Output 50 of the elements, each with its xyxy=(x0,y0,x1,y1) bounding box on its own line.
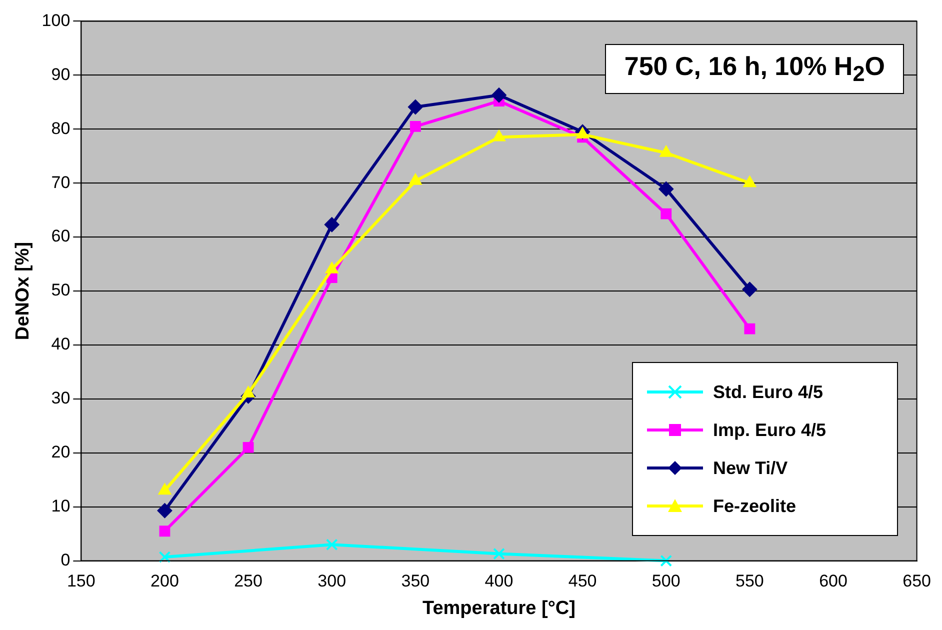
annotation: 750 C, 16 h, 10% H$_{2}$O xyxy=(605,44,904,94)
legend-label: Std. Euro 4/5 xyxy=(713,382,824,402)
x-tick-label: 550 xyxy=(736,572,764,591)
legend-label: Fe-zeolite xyxy=(713,496,796,516)
y-tick-label: 60 xyxy=(51,226,70,246)
point xyxy=(660,208,672,220)
point xyxy=(744,323,756,334)
y-tick-label: 20 xyxy=(51,442,70,462)
legend-label: New Ti/V xyxy=(713,458,788,478)
point xyxy=(742,282,758,297)
y-tick-label: 30 xyxy=(51,388,70,408)
point xyxy=(660,145,673,157)
x-tick-label: 400 xyxy=(484,572,514,591)
x-tick-label: 250 xyxy=(234,572,262,591)
y-tick-label: 80 xyxy=(51,118,70,138)
point xyxy=(242,386,255,398)
point xyxy=(576,127,590,139)
y-tick-label: 50 xyxy=(51,280,70,300)
x-tick-label: 500 xyxy=(652,572,680,591)
point xyxy=(326,538,338,551)
point xyxy=(159,526,170,537)
y-axis-title: DeNOx [%] xyxy=(12,242,34,340)
point xyxy=(242,442,254,453)
y-tick-label: 70 xyxy=(51,172,70,192)
x-tick-label: 350 xyxy=(401,572,430,591)
legend-label: Imp. Euro 4/5 xyxy=(713,420,826,440)
point xyxy=(491,88,506,103)
point xyxy=(410,120,421,132)
y-tick-label: 10 xyxy=(51,496,70,516)
x-tick-label: 200 xyxy=(150,572,179,591)
x-tick-label: 650 xyxy=(902,572,932,591)
y-tick-label: 90 xyxy=(51,64,70,84)
point xyxy=(408,173,422,185)
point xyxy=(493,548,505,560)
point xyxy=(492,130,506,142)
point xyxy=(157,503,172,518)
point xyxy=(324,217,340,232)
x-tick-label: 600 xyxy=(819,572,848,591)
y-tick-label: 40 xyxy=(51,334,70,354)
point xyxy=(408,99,423,114)
x-tick-label: 300 xyxy=(318,572,346,591)
y-tick-label: 100 xyxy=(42,10,70,30)
point xyxy=(743,176,756,188)
x-tick-label: 150 xyxy=(66,572,96,591)
x-axis-title: Temperature [°C] xyxy=(422,598,576,619)
x-tick-label: 450 xyxy=(568,572,597,591)
y-tick-label: 0 xyxy=(60,550,70,570)
point xyxy=(158,551,171,563)
point xyxy=(658,182,674,197)
point xyxy=(660,554,672,567)
